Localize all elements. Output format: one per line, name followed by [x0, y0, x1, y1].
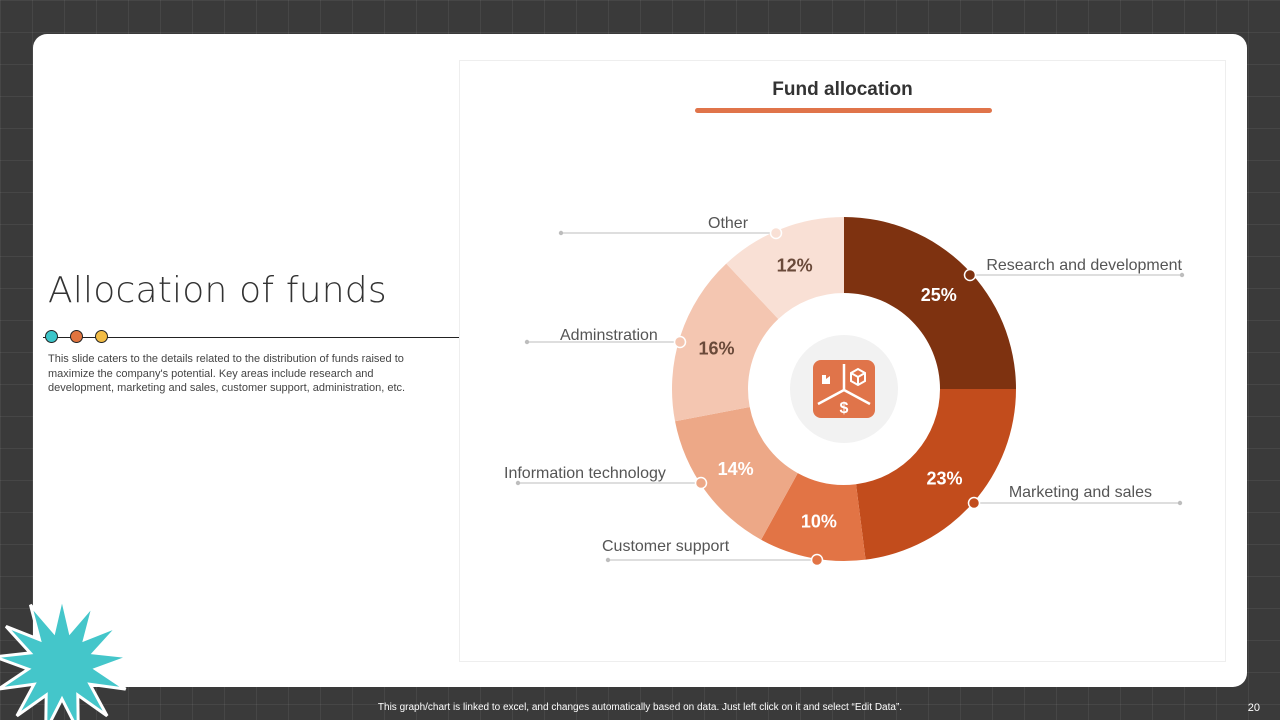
leader-end-dot — [605, 557, 611, 563]
slice-value-label: 14% — [718, 459, 754, 479]
donut-chart[interactable]: 25% 23% 10% 14% 16% 12% Research and developme… — [460, 61, 1225, 661]
leader-marker — [694, 476, 708, 490]
leader-marker — [810, 553, 824, 567]
donut-slice-marketing-and-sales[interactable] — [856, 389, 1016, 560]
chart-title: Fund allocation — [772, 79, 913, 100]
accent-dot-teal — [45, 330, 58, 343]
chart-title-underline — [695, 108, 992, 113]
category-label-information-technology: Information technology — [504, 465, 666, 482]
donut-slice-research-and-development[interactable] — [844, 217, 1016, 389]
leader-end-dot — [1177, 500, 1183, 506]
title-divider — [43, 337, 461, 338]
slide-title: Allocation of funds — [48, 270, 387, 311]
leader-end-dot — [558, 230, 564, 236]
slice-value-label: 16% — [699, 339, 735, 359]
donut-slice-other[interactable] — [726, 217, 844, 320]
donut-slice-customer-support[interactable] — [761, 473, 866, 561]
slice-value-label: 10% — [801, 512, 837, 532]
category-label-research-and-development: Research and development — [986, 257, 1182, 274]
category-label-marketing-and-sales: Marketing and sales — [1009, 484, 1152, 501]
funds-icon: $ — [813, 360, 875, 418]
slice-value-label: 12% — [777, 255, 813, 275]
category-label-adminstration: Adminstration — [560, 327, 658, 344]
chart-card[interactable]: Fund allocation 25% 23% 10% 14% 16% 12% Resear… — [459, 60, 1226, 662]
footer-note: This graph/chart is linked to excel, and… — [377, 702, 903, 713]
leader-end-dot — [524, 339, 530, 345]
page-number: 20 — [1247, 702, 1260, 714]
donut-slice-information-technology[interactable] — [675, 406, 798, 540]
leader-marker — [963, 268, 977, 282]
leader-end-dot — [1179, 272, 1185, 278]
accent-dot-yellow — [95, 330, 108, 343]
svg-text:$: $ — [840, 400, 849, 417]
donut-slice-adminstration[interactable] — [672, 263, 779, 422]
starburst-decoration — [0, 596, 131, 720]
leader-end-dot — [515, 480, 521, 486]
slice-value-label: 25% — [921, 285, 957, 305]
slide-card: Allocation of funds This slide caters to… — [33, 34, 1247, 687]
leader-marker — [967, 496, 981, 510]
leader-marker — [673, 335, 687, 349]
leader-marker — [769, 226, 783, 240]
slice-value-label: 23% — [926, 469, 962, 489]
slide-description: This slide caters to the details related… — [48, 353, 406, 394]
accent-dot-orange — [70, 330, 83, 343]
category-label-other: Other — [708, 215, 749, 232]
category-label-customer-support: Customer support — [602, 538, 730, 555]
